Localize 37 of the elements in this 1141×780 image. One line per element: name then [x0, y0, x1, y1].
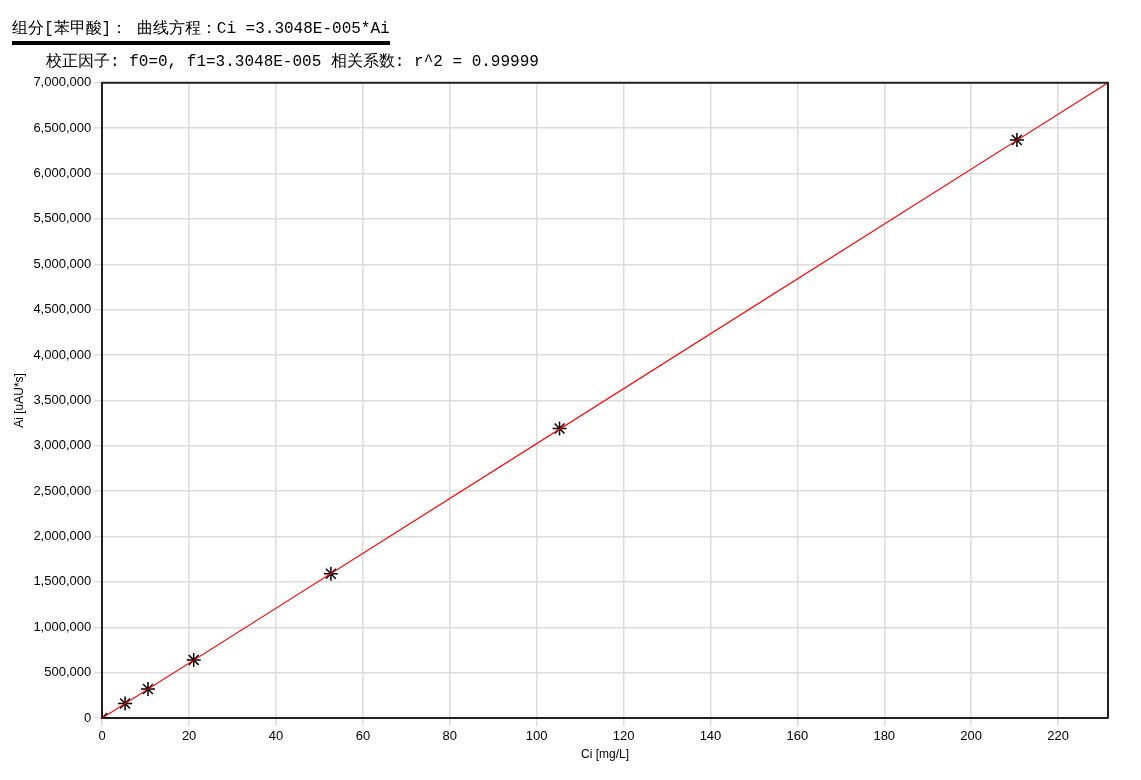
y-tick-label: 5,500,000	[33, 210, 92, 226]
y-tick-label: 4,000,000	[33, 346, 92, 362]
y-axis-title: Ai [uAU*s]	[11, 373, 26, 428]
y-tick-label: 500,000	[44, 664, 92, 680]
y-tick-label: 7,000,000	[33, 74, 92, 90]
y-tick-label: 6,000,000	[33, 165, 92, 181]
point	[140, 681, 156, 697]
x-tick-label: 80	[442, 728, 458, 744]
x-tick-label: 60	[355, 728, 371, 744]
y-tick-label: 3,000,000	[33, 437, 92, 453]
y-tick-label: 4,500,000	[33, 301, 92, 317]
chart-subtitle: 校正因子: f0=0, f1=3.3048E-005 相关系数: r^2 = 0.99999	[45, 51, 540, 72]
x-tick-label: 20	[181, 728, 197, 744]
point	[117, 695, 133, 712]
x-tick-label: 200	[960, 728, 982, 744]
point	[551, 420, 568, 437]
y-tick-label: 2,000,000	[33, 528, 92, 544]
y-tick-label: 2,500,000	[33, 482, 92, 498]
x-tick-label: 40	[268, 728, 284, 744]
y-tick-label: 5,000,000	[33, 255, 92, 271]
x-tick-label: 140	[699, 728, 722, 744]
point	[185, 652, 202, 668]
x-tick-label: 160	[786, 728, 809, 744]
x-tick-label: 120	[612, 728, 635, 744]
x-tick-label: 180	[873, 728, 896, 744]
y-tick-label: 3,500,000	[33, 391, 92, 407]
y-tick-label: 0	[84, 709, 92, 725]
point	[323, 565, 339, 582]
y-tick-label: 1,000,000	[33, 618, 92, 634]
x-tick-label: 0	[98, 728, 106, 744]
chart-title: 组分[苯甲酸]： 曲线方程：Ci =3.3048E-005*Ai	[12, 18, 390, 45]
x-axis-title: Ci [mg/L]	[581, 747, 630, 762]
x-tick-label: 100	[525, 728, 548, 744]
x-tick-label: 220	[1047, 728, 1069, 744]
y-tick-label: 1,500,000	[33, 573, 92, 589]
y-tick-label: 6,500,000	[33, 119, 92, 135]
point	[1009, 132, 1025, 148]
